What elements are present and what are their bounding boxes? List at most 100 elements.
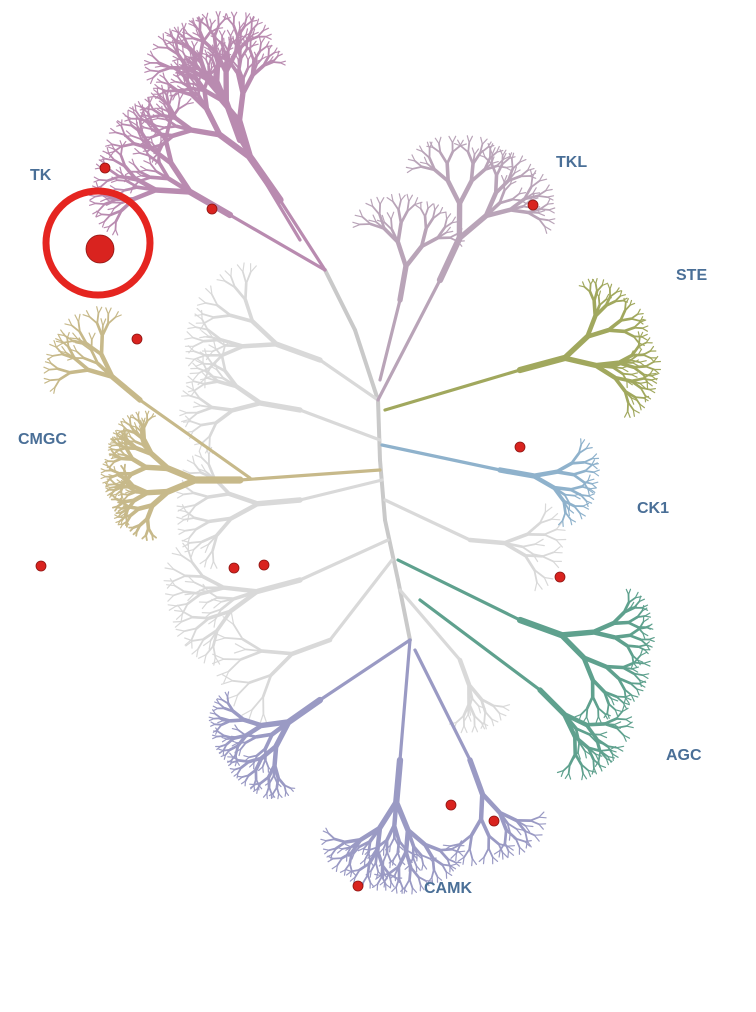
branch-ste	[609, 283, 613, 290]
branch-tk	[196, 49, 201, 56]
branch-tk	[245, 12, 247, 20]
branch-cmgc	[67, 345, 76, 360]
branch-cmgc	[95, 322, 104, 338]
branch-agc	[584, 722, 599, 742]
branch-other	[182, 420, 192, 423]
branch-cmgc	[100, 318, 104, 327]
branch-tk	[123, 135, 133, 137]
branch-camk	[335, 864, 338, 873]
branch-other	[167, 604, 178, 607]
branch-tk	[172, 88, 183, 92]
branch-camk	[409, 865, 420, 879]
branch-agc	[636, 688, 644, 692]
branch-cmgc	[69, 348, 78, 353]
branch-ck1	[585, 442, 591, 450]
branch-tk	[205, 53, 214, 61]
branch-ste	[629, 350, 634, 358]
branch-other	[241, 270, 248, 285]
branch-other	[204, 348, 208, 357]
branch-other	[232, 623, 244, 641]
branch-other	[174, 609, 184, 613]
branch-tkl	[405, 166, 414, 170]
branch-other	[251, 695, 265, 711]
branch-ck1	[578, 512, 583, 520]
branch-ck1	[580, 485, 591, 490]
branch-camk	[243, 733, 258, 739]
branch-tk	[201, 55, 207, 61]
branch-other	[241, 342, 280, 349]
branch-camk	[492, 856, 499, 863]
branch-tk	[176, 52, 190, 70]
branch-cmgc	[114, 311, 119, 319]
branch-tk	[227, 44, 231, 52]
branch-other	[205, 372, 214, 377]
branch-other	[207, 335, 223, 341]
branch-cmgc	[124, 438, 130, 442]
branch-tk	[194, 83, 207, 92]
branch-ste	[637, 331, 641, 339]
branch-tkl	[406, 168, 414, 174]
branch-tkl	[479, 143, 484, 155]
branch-ste	[613, 299, 624, 303]
branch-other	[184, 638, 193, 646]
branch-cmgc	[131, 414, 136, 419]
branch-other	[193, 380, 206, 385]
branch-agc	[626, 615, 639, 624]
branch-camk	[419, 884, 425, 891]
branch-camk	[395, 877, 401, 888]
branch-camk	[348, 852, 355, 857]
branch-tkl	[484, 156, 493, 165]
branch-tk	[108, 151, 115, 158]
branch-other	[543, 576, 554, 580]
branch-tk	[223, 99, 244, 144]
branch-cmgc	[49, 343, 57, 348]
branch-camk	[362, 848, 370, 851]
branch-tkl	[451, 145, 461, 153]
branch-other	[180, 554, 194, 564]
branch-tkl	[498, 198, 514, 205]
branch-agc	[590, 677, 607, 694]
branch-other	[193, 462, 203, 474]
branch-other	[233, 285, 247, 302]
branch-other	[187, 575, 195, 584]
branch-other	[188, 322, 197, 328]
branch-tkl	[457, 240, 465, 242]
branch-other	[214, 632, 226, 639]
branch-agc	[611, 753, 619, 758]
branch-tk	[158, 46, 170, 49]
branch-other	[195, 359, 203, 365]
branch-other	[233, 694, 239, 707]
branch-cmgc	[120, 513, 126, 517]
branch-tk	[204, 49, 208, 56]
branch-agc	[586, 695, 595, 710]
branch-other	[205, 549, 214, 561]
branch-tk	[177, 48, 184, 53]
branch-tk	[179, 92, 184, 101]
branch-other	[491, 704, 504, 708]
branch-camk	[441, 863, 448, 873]
branch-ck1	[561, 511, 567, 522]
branch-tk	[183, 22, 187, 30]
branch-other	[532, 553, 539, 563]
branch-other	[298, 538, 390, 582]
branch-other	[236, 264, 244, 273]
branch-agc	[633, 661, 645, 665]
branch-tk	[177, 103, 188, 111]
branch-cmgc	[120, 449, 126, 457]
branch-agc	[581, 655, 608, 669]
branch-cmgc	[90, 349, 100, 365]
branch-other	[498, 712, 502, 721]
branch-tk	[197, 94, 209, 112]
branch-agc	[615, 717, 627, 721]
branch-other	[241, 708, 253, 716]
branch-cmgc	[100, 470, 107, 474]
branch-other	[192, 455, 195, 465]
branch-camk	[408, 857, 413, 864]
branch-camk	[228, 744, 240, 752]
branch-camk	[238, 759, 251, 764]
branch-agc	[608, 749, 617, 753]
branch-tk	[184, 28, 189, 35]
branch-other	[196, 302, 207, 306]
branch-camk	[377, 870, 384, 878]
branch-other	[533, 569, 538, 584]
